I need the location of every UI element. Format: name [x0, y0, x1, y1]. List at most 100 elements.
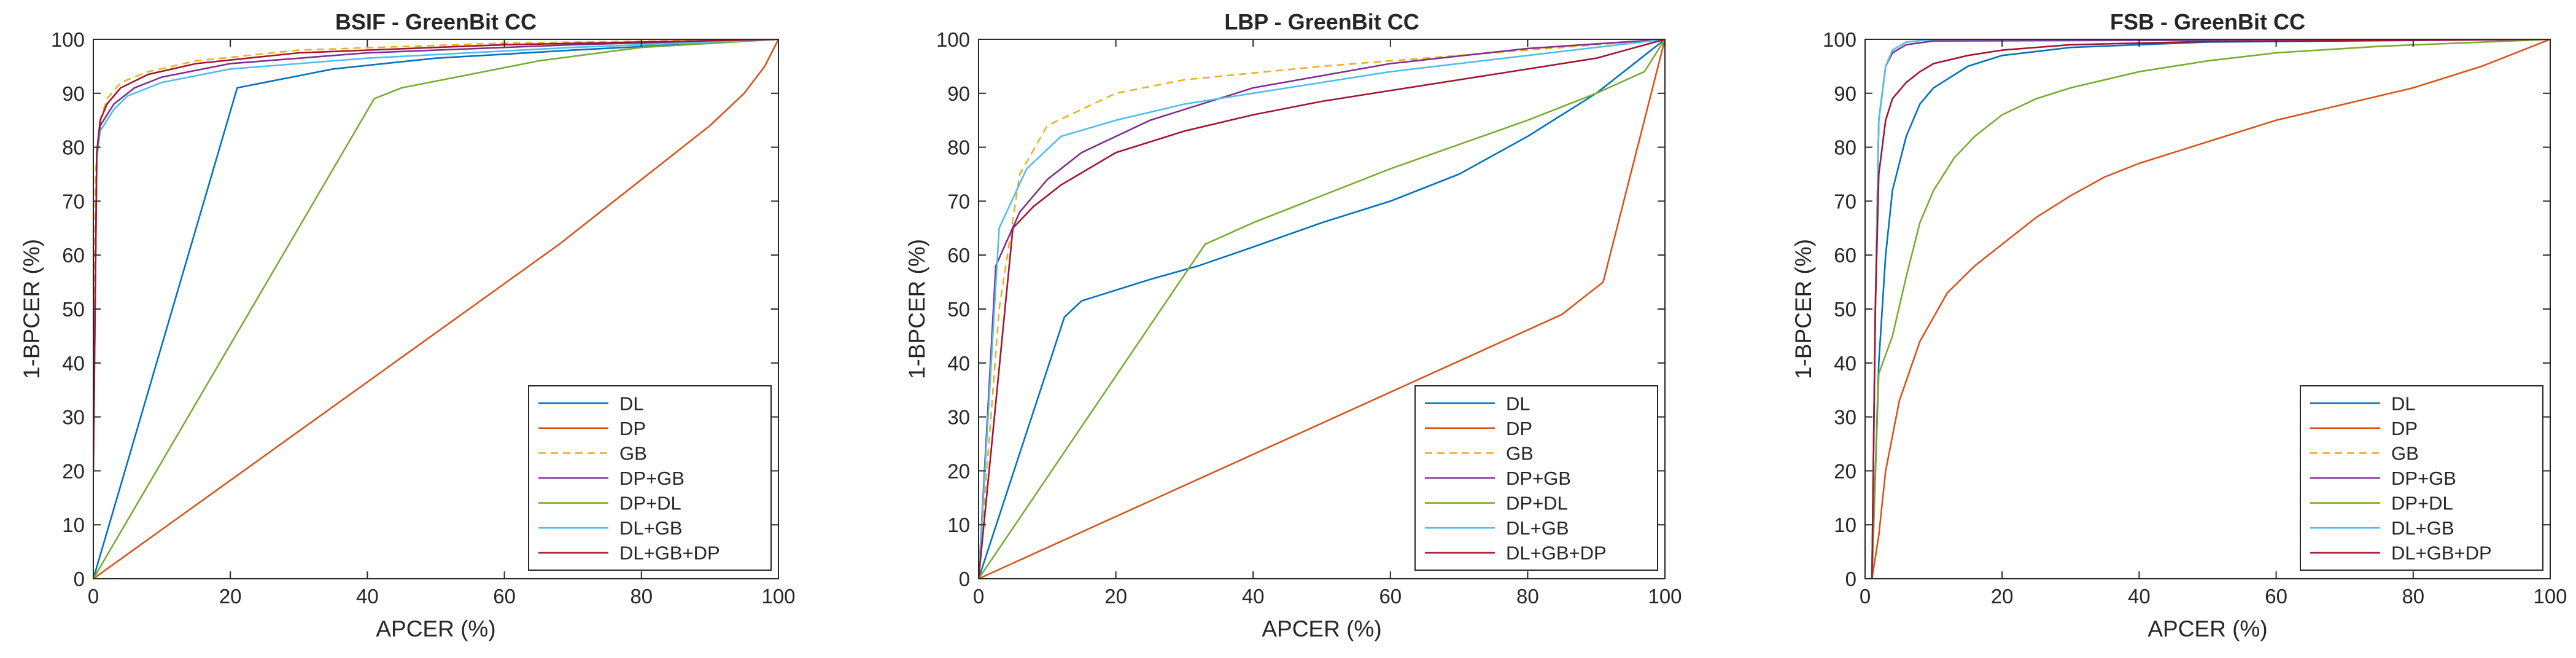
legend-label: DP — [619, 418, 646, 439]
legend-label: DP+DL — [1506, 493, 1568, 514]
y-tick-label: 30 — [947, 406, 970, 429]
y-tick-label: 10 — [947, 514, 970, 536]
y-axis-label: 1-BPCER (%) — [19, 239, 44, 379]
x-tick-label: 0 — [973, 585, 984, 608]
y-tick-label: 70 — [1834, 190, 1856, 213]
chart-title: LBP - GreenBit CC — [1224, 9, 1419, 34]
y-tick-label: 30 — [62, 406, 85, 429]
y-tick-label: 80 — [62, 136, 85, 159]
series-line-dl-gb — [93, 39, 778, 444]
legend-label: DL — [2391, 393, 2416, 414]
legend-label: DP+GB — [2391, 468, 2456, 489]
y-tick-label: 50 — [1834, 298, 1856, 321]
series-line-gb — [979, 39, 1665, 579]
y-tick-label: 70 — [62, 190, 85, 213]
series-lines — [979, 39, 1665, 579]
legend-label: DL+GB+DP — [2391, 542, 2492, 564]
y-tick-label: 80 — [947, 136, 970, 159]
x-tick-label: 60 — [1379, 585, 1402, 608]
legend-label: DP — [1506, 418, 1532, 439]
series-line-dp — [1871, 39, 2550, 579]
y-tick-label: 50 — [62, 298, 85, 321]
y-tick-label: 0 — [959, 568, 970, 590]
legend-label: DP — [2391, 418, 2418, 439]
legend-label: DP+DL — [2391, 493, 2453, 514]
y-tick-label: 30 — [1834, 406, 1856, 429]
y-tick-label: 20 — [62, 460, 85, 482]
chart-title: BSIF - GreenBit CC — [335, 9, 537, 34]
y-tick-label: 40 — [947, 352, 970, 375]
chart-panel-1: 0 20 40 60 80 100 0 10 20 30 40 50 60 70 80 90 100 BSIF -… — [19, 9, 796, 641]
y-tick-label: 0 — [1845, 568, 1856, 590]
series-line-dl — [93, 39, 778, 579]
y-tick-label: 60 — [947, 244, 970, 267]
x-tick-label: 40 — [2128, 585, 2151, 608]
legend-label: DL+GB — [1506, 517, 1569, 539]
y-tick-label: 10 — [62, 514, 85, 536]
y-axis-label: 1-BPCER (%) — [1791, 239, 1816, 379]
x-tick-label: 80 — [630, 585, 653, 608]
series-line-dp-gb — [979, 39, 1665, 579]
x-tick-label: 20 — [1104, 585, 1127, 608]
legend: DL DP GB DP+GB DP+DL DL+GB DL+GB+DP — [528, 385, 772, 571]
series-lines — [93, 39, 778, 579]
y-tick-label: 0 — [74, 568, 85, 590]
y-tick-label: 80 — [1834, 136, 1856, 159]
chart-title: FSB - GreenBit CC — [2110, 9, 2305, 34]
x-axis-label: APCER (%) — [2147, 616, 2267, 641]
y-tick-label: 20 — [947, 460, 970, 482]
legend-label: GB — [619, 442, 647, 464]
x-tick-label: 100 — [1648, 585, 1682, 608]
legend-label: DP+GB — [619, 468, 685, 489]
legend-label: DP+DL — [619, 493, 681, 514]
y-tick-label: 10 — [1834, 514, 1856, 536]
y-tick-label: 90 — [1834, 82, 1856, 105]
series-line-dl-gb — [979, 39, 1665, 579]
legend: DL DP GB DP+GB DP+DL DL+GB DL+GB+DP — [1414, 385, 1658, 571]
x-tick-label: 100 — [761, 585, 795, 608]
chart-panel-2: 0 20 40 60 80 100 0 10 20 30 40 50 60 70 80 90 100 LBP - … — [904, 9, 1682, 641]
series-line-dl-gb-dp — [1871, 39, 2550, 579]
series-line-dl-gb-dp — [979, 39, 1665, 579]
legend-label: DP+GB — [1506, 468, 1571, 489]
y-tick-label: 100 — [936, 28, 970, 51]
x-tick-label: 80 — [2402, 585, 2424, 608]
y-tick-label: 40 — [1834, 352, 1856, 375]
legend-label: DL — [1506, 393, 1530, 414]
y-tick-label: 90 — [947, 82, 970, 105]
x-tick-label: 80 — [1516, 585, 1539, 608]
legend-label: DL+GB+DP — [1506, 542, 1607, 564]
legend: DL DP GB DP+GB DP+DL DL+GB DL+GB+DP — [2300, 385, 2543, 571]
series-line-dp-dl — [1871, 39, 2550, 579]
y-tick-label: 100 — [51, 28, 85, 51]
y-tick-label: 70 — [947, 190, 970, 213]
x-tick-label: 0 — [1860, 585, 1871, 608]
y-axis-label: 1-BPCER (%) — [904, 239, 929, 379]
chart-panel-3: 0 20 40 60 80 100 0 10 20 30 40 50 60 70 80 90 100 FSB - … — [1791, 9, 2567, 641]
series-line-dp-dl — [93, 39, 778, 579]
legend-label: DL+GB — [619, 517, 683, 539]
x-tick-label: 20 — [1991, 585, 2014, 608]
x-axis-label: APCER (%) — [376, 616, 495, 641]
series-line-dl — [979, 39, 1665, 579]
x-axis-label: APCER (%) — [1262, 616, 1381, 641]
legend-label: DL+GB — [2391, 517, 2454, 539]
y-tick-label: 50 — [947, 298, 970, 321]
y-tick-label: 90 — [62, 82, 85, 105]
x-tick-label: 60 — [493, 585, 516, 608]
legend-label: GB — [2391, 442, 2419, 464]
legend-label: DL — [619, 393, 644, 414]
x-tick-label: 40 — [356, 585, 379, 608]
x-tick-label: 0 — [88, 585, 99, 608]
y-tick-label: 40 — [62, 352, 85, 375]
x-tick-label: 40 — [1242, 585, 1265, 608]
series-line-dp — [979, 39, 1665, 579]
x-tick-label: 20 — [219, 585, 242, 608]
x-tick-label: 60 — [2265, 585, 2287, 608]
series-line-dp — [93, 39, 778, 579]
y-tick-label: 60 — [62, 244, 85, 267]
legend-label: DL+GB+DP — [619, 542, 720, 564]
y-tick-label: 60 — [1834, 244, 1856, 267]
series-line-dp-dl — [979, 39, 1665, 579]
